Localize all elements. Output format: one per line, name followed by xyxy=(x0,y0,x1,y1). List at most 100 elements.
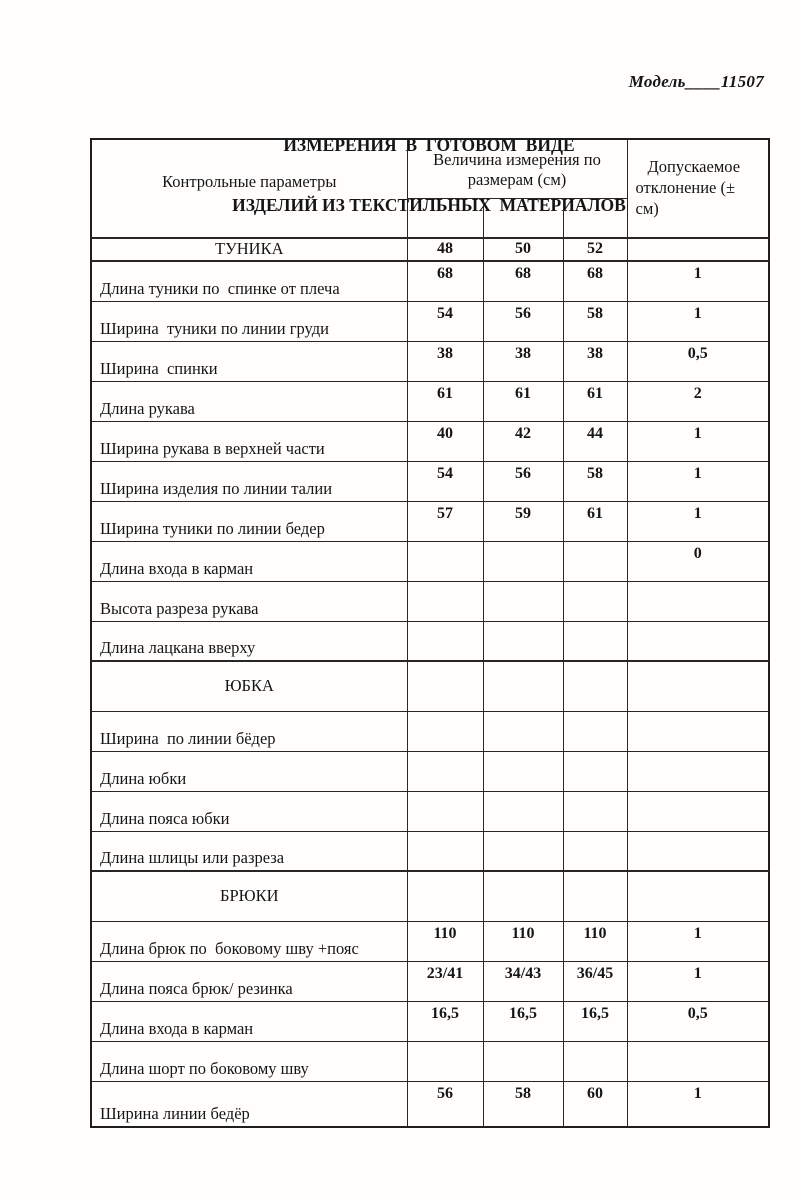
param-label: Длина рукава xyxy=(90,380,408,422)
param-label: Длина туники по спинке от плеча xyxy=(90,260,408,302)
size-value xyxy=(482,710,564,752)
param-label: БРЮКИ xyxy=(90,870,408,922)
table-row: Ширина по линии бёдер xyxy=(90,710,770,752)
param-label: ТУНИКА xyxy=(90,237,408,262)
deviation-value xyxy=(626,830,770,872)
deviation-value: 0 xyxy=(626,540,770,582)
param-label: Ширина рукава в верхней части xyxy=(90,420,408,462)
deviation-value: 0,5 xyxy=(626,1000,770,1042)
size-value xyxy=(482,1040,564,1082)
size-value xyxy=(482,830,564,872)
size-value xyxy=(482,790,564,832)
table-row: Ширина изделия по линии талии 54 56 58 1 xyxy=(90,460,770,502)
size-value xyxy=(562,1040,628,1082)
size-value: 56 xyxy=(482,300,564,342)
size-value xyxy=(482,870,564,922)
deviation-value: 1 xyxy=(626,420,770,462)
size-value: 56 xyxy=(482,460,564,502)
size-value xyxy=(562,790,628,832)
deviation-value xyxy=(626,870,770,922)
table-row: Длина входа в карман 16,5 16,5 16,5 0,5 xyxy=(90,1000,770,1042)
column-header-parameters: Контрольные параметры xyxy=(90,138,408,239)
table-row: Длина лацкана вверху xyxy=(90,620,770,662)
deviation-value: 2 xyxy=(626,380,770,422)
param-label: Ширина линии бедёр xyxy=(90,1080,408,1128)
size-value: 16,5 xyxy=(482,1000,564,1042)
param-label: Длина шорт по боковому шву xyxy=(90,1040,408,1082)
size-value: 38 xyxy=(562,340,628,382)
size-value: 61 xyxy=(406,380,484,422)
table-row: Длина пояса юбки xyxy=(90,790,770,832)
size-value xyxy=(406,710,484,752)
size-value xyxy=(562,710,628,752)
measurements-table-head: Контрольные параметры Величина измерения… xyxy=(90,138,770,239)
size-value xyxy=(562,620,628,662)
table-row: Ширина линии бедёр 56 58 60 1 xyxy=(90,1080,770,1128)
table-row: Длина шлицы или разреза xyxy=(90,830,770,872)
size-value: 54 xyxy=(406,460,484,502)
size-value: 61 xyxy=(482,380,564,422)
deviation-value: 1 xyxy=(626,300,770,342)
size-value: 110 xyxy=(482,920,564,962)
size-value: 58 xyxy=(482,1080,564,1128)
deviation-value xyxy=(626,580,770,622)
size-value: 59 xyxy=(482,500,564,542)
param-label: Длина пояса брюк/ резинка xyxy=(90,960,408,1002)
table-row: Высота разреза рукава xyxy=(90,580,770,622)
param-label: Длина шлицы или разреза xyxy=(90,830,408,872)
table-header-row: Контрольные параметры Величина измерения… xyxy=(90,138,770,239)
size-value: 52 xyxy=(562,237,628,262)
size-value: 40 xyxy=(406,420,484,462)
param-label: Ширина по линии бёдер xyxy=(90,710,408,752)
deviation-value xyxy=(626,237,770,262)
size-value: 34/43 xyxy=(482,960,564,1002)
param-label: Ширина изделия по линии талии xyxy=(90,460,408,502)
deviation-value xyxy=(626,750,770,792)
size-value xyxy=(482,540,564,582)
size-value xyxy=(562,580,628,622)
deviation-value: 1 xyxy=(626,500,770,542)
size-subheader-row xyxy=(91,198,769,239)
size-value xyxy=(406,1040,484,1082)
param-label: Ширина туники по линии бедер xyxy=(90,500,408,542)
column-header-deviation: Допускаемое отклонение (± см) xyxy=(626,138,770,239)
size-value xyxy=(562,750,628,792)
size-value xyxy=(482,660,564,712)
deviation-value: 1 xyxy=(626,960,770,1002)
size-subheader-cell xyxy=(482,198,564,239)
size-value: 50 xyxy=(482,237,564,262)
size-value: 57 xyxy=(406,500,484,542)
deviation-value: 1 xyxy=(626,260,770,302)
size-value: 23/41 xyxy=(406,960,484,1002)
param-label: Длина лацкана вверху xyxy=(90,620,408,662)
deviation-value xyxy=(626,790,770,832)
param-label: Длина входа в карман xyxy=(90,540,408,582)
size-value: 38 xyxy=(482,340,564,382)
size-value: 16,5 xyxy=(562,1000,628,1042)
table-row: Ширина туники по линии груди 54 56 58 1 xyxy=(90,300,770,342)
size-value: 61 xyxy=(562,500,628,542)
deviation-value: 0,5 xyxy=(626,340,770,382)
param-label: Длина юбки xyxy=(90,750,408,792)
size-value: 38 xyxy=(406,340,484,382)
table-row: ЮБКА xyxy=(90,660,770,712)
size-value xyxy=(562,540,628,582)
size-value xyxy=(406,580,484,622)
size-value: 58 xyxy=(562,460,628,502)
deviation-value: 1 xyxy=(626,1080,770,1128)
size-value: 61 xyxy=(562,380,628,422)
size-value xyxy=(562,870,628,922)
size-subheader-cell xyxy=(562,198,628,239)
size-value: 36/45 xyxy=(562,960,628,1002)
measurements-table: Контрольные параметры Величина измерения… xyxy=(90,138,770,1128)
table-row: БРЮКИ xyxy=(90,870,770,922)
deviation-value: 1 xyxy=(626,920,770,962)
size-value: 54 xyxy=(406,300,484,342)
param-label: ЮБКА xyxy=(90,660,408,712)
deviation-value xyxy=(626,1040,770,1082)
size-value xyxy=(406,870,484,922)
deviation-value xyxy=(626,710,770,752)
size-value: 44 xyxy=(562,420,628,462)
deviation-value: 1 xyxy=(626,460,770,502)
measurements-table-body: ТУНИКА 48 50 52 Длина туники по спинке о… xyxy=(90,237,770,1128)
